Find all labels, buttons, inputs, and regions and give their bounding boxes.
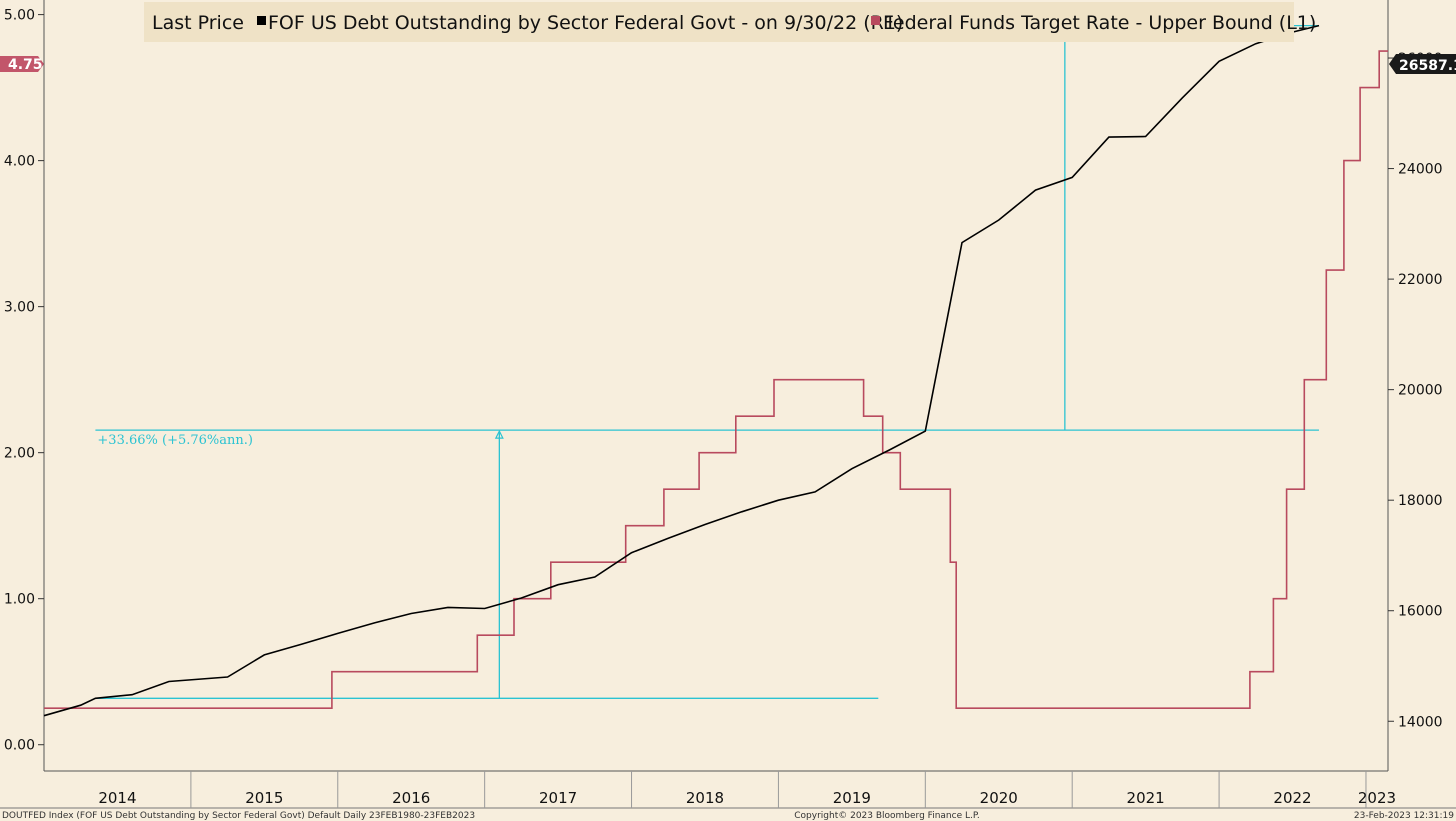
right-tick-label: 18000 (1398, 493, 1443, 509)
x-tick-label: 2018 (686, 789, 724, 807)
annotation-label: +33.66% (+5.76%ann.) (97, 433, 253, 448)
right-tick-label: 14000 (1398, 714, 1443, 730)
left-tick-label: 4.00 (4, 154, 35, 170)
legend: Last Price FOF US Debt Outstanding by Se… (144, 2, 1316, 42)
series-line-fof-us-debt-outstanding (43, 24, 1320, 717)
x-tick-label: 2015 (245, 789, 283, 807)
legend-entry-fed-funds: Federal Funds Target Rate - Upper Bound … (883, 12, 1316, 34)
right-tick-label: 22000 (1398, 272, 1443, 288)
left-tick-label: 3.00 (4, 300, 35, 316)
legend-prefix: Last Price (152, 12, 244, 34)
footer: DOUTFED Index (FOF US Debt Outstanding b… (2, 811, 1454, 821)
right-last-value-badge: 26587.1 (1389, 54, 1456, 74)
x-tick-label: 2022 (1273, 789, 1311, 807)
footer-copyright: Copyright© 2023 Bloomberg Finance L.P. (794, 811, 979, 821)
left-tick-label: 5.00 (4, 8, 35, 24)
legend-background (144, 2, 1294, 42)
x-axis-year-ticks (190, 771, 1367, 808)
x-tick-label: 2014 (98, 789, 136, 807)
legend-swatch-debt (257, 16, 266, 25)
left-last-value-text: 4.75 (8, 57, 43, 73)
x-axis-year-labels: 2014 2015 2016 2017 2018 2019 2020 2021 2022 2023 (98, 789, 1396, 807)
right-tick-label: 20000 (1398, 383, 1443, 399)
right-tick-label: 16000 (1398, 604, 1443, 620)
footer-source: DOUTFED Index (FOF US Debt Outstanding b… (2, 811, 475, 821)
left-tick-label: 1.00 (4, 592, 35, 608)
footer-timestamp: 23-Feb-2023 12:31:19 (1354, 811, 1454, 821)
legend-entry-debt: FOF US Debt Outstanding by Sector Federa… (268, 12, 903, 34)
x-tick-label: 2016 (392, 789, 430, 807)
right-last-value-text: 26587.1 (1399, 58, 1456, 74)
x-tick-label: 2017 (539, 789, 577, 807)
series-line-fed-funds-target-rate (44, 50, 1388, 709)
left-tick-label: 0.00 (4, 738, 35, 754)
left-axis: 5.00 4.00 3.00 2.00 1.00 0.00 (4, 8, 44, 754)
right-tick-label: 24000 (1398, 162, 1443, 178)
x-tick-label: 2021 (1127, 789, 1165, 807)
x-tick-label: 2019 (833, 789, 871, 807)
left-last-value-badge: 4.75 (0, 56, 44, 73)
x-tick-label: 2023 (1358, 789, 1396, 807)
x-tick-label: 2020 (980, 789, 1018, 807)
legend-swatch-fed-funds (871, 16, 880, 25)
percent-change-annotation: +33.66% (+5.76%ann.) (95, 429, 879, 699)
left-tick-label: 2.00 (4, 446, 35, 462)
